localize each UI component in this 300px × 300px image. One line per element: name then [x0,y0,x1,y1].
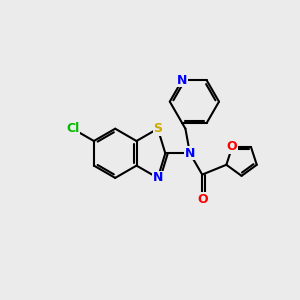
Text: S: S [153,122,162,135]
Text: N: N [153,171,163,184]
Text: O: O [197,193,208,206]
Text: N: N [185,147,195,160]
Text: O: O [227,140,238,153]
Text: Cl: Cl [66,122,79,135]
Text: N: N [177,74,187,87]
